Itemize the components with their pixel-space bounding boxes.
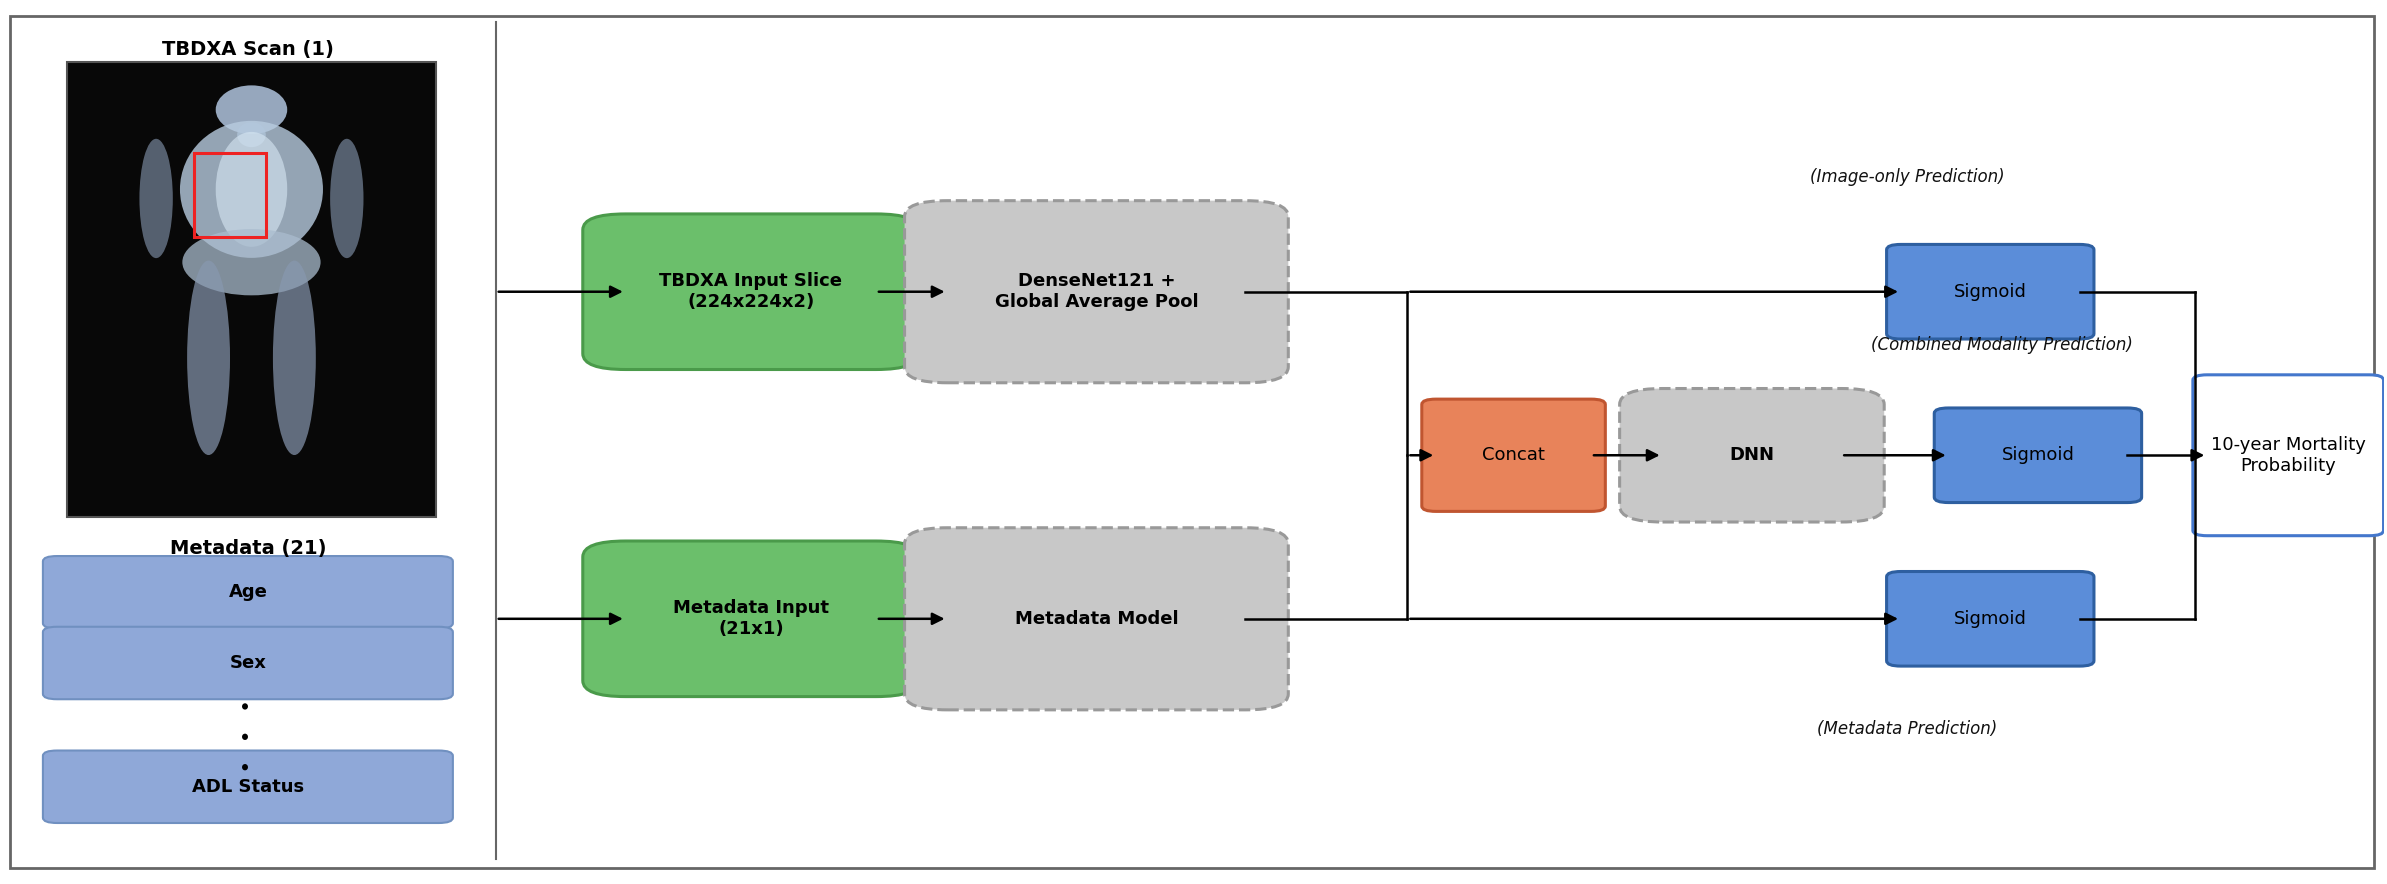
Text: (Combined Modality Prediction): (Combined Modality Prediction)	[1871, 336, 2134, 354]
FancyBboxPatch shape	[10, 16, 2375, 868]
FancyBboxPatch shape	[582, 541, 919, 697]
Ellipse shape	[215, 86, 286, 134]
Text: •   •   •: • • •	[239, 699, 258, 772]
Text: Sex: Sex	[229, 654, 267, 672]
FancyBboxPatch shape	[67, 62, 437, 517]
FancyBboxPatch shape	[43, 556, 454, 629]
Ellipse shape	[329, 139, 363, 258]
Text: TBDXA Scan (1): TBDXA Scan (1)	[162, 40, 334, 58]
Text: (Image-only Prediction): (Image-only Prediction)	[1809, 168, 2005, 186]
Text: (Metadata Prediction): (Metadata Prediction)	[1817, 720, 1998, 738]
Text: Sigmoid: Sigmoid	[1955, 610, 2027, 628]
Text: 10-year Mortality
Probability: 10-year Mortality Probability	[2210, 436, 2366, 475]
Ellipse shape	[215, 132, 286, 247]
Ellipse shape	[236, 122, 265, 147]
FancyBboxPatch shape	[582, 214, 919, 370]
Text: Concat: Concat	[1482, 446, 1544, 464]
Text: Metadata Input
(21x1): Metadata Input (21x1)	[673, 599, 828, 638]
Ellipse shape	[186, 261, 229, 455]
Text: DNN: DNN	[1731, 446, 1774, 464]
FancyBboxPatch shape	[905, 201, 1289, 383]
Ellipse shape	[138, 139, 172, 258]
FancyBboxPatch shape	[43, 627, 454, 699]
FancyBboxPatch shape	[1933, 408, 2141, 502]
Text: Metadata Model: Metadata Model	[1014, 610, 1179, 628]
Text: Sigmoid: Sigmoid	[2003, 446, 2074, 464]
FancyBboxPatch shape	[1621, 389, 1883, 522]
Text: DenseNet121 +
Global Average Pool: DenseNet121 + Global Average Pool	[995, 272, 1198, 311]
FancyBboxPatch shape	[43, 751, 454, 823]
Text: ADL Status: ADL Status	[191, 778, 303, 796]
Ellipse shape	[181, 229, 320, 295]
Text: TBDXA Input Slice
(224x224x2): TBDXA Input Slice (224x224x2)	[659, 272, 843, 311]
Text: Metadata (21): Metadata (21)	[169, 539, 327, 558]
FancyBboxPatch shape	[1886, 572, 2093, 667]
FancyBboxPatch shape	[1423, 400, 1606, 511]
FancyBboxPatch shape	[2194, 375, 2385, 536]
Text: Age: Age	[229, 583, 267, 601]
FancyBboxPatch shape	[905, 528, 1289, 710]
Ellipse shape	[272, 261, 315, 455]
Text: Sigmoid: Sigmoid	[1955, 283, 2027, 301]
FancyBboxPatch shape	[1886, 244, 2093, 339]
Ellipse shape	[179, 121, 322, 258]
